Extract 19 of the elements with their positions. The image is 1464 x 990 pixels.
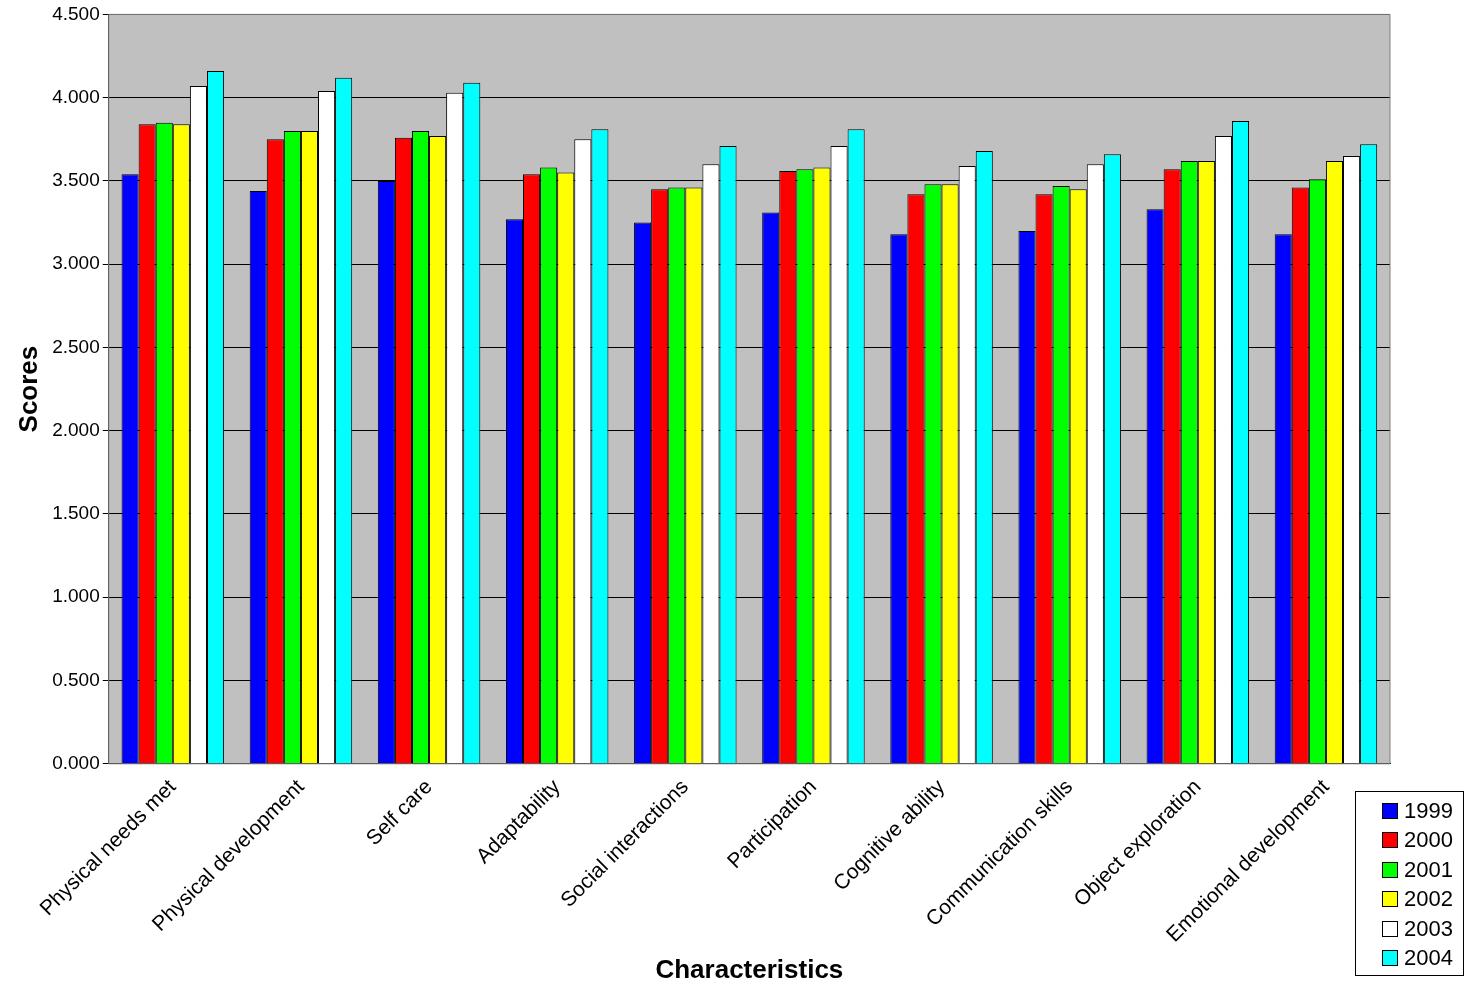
y-axis-title: Scores (12, 345, 43, 433)
legend-label: 2001 (1403, 855, 1453, 884)
y-tick-label: 4.500 (52, 2, 100, 24)
y-tick-label: 0.000 (52, 752, 100, 774)
x-tick-label: Self care (361, 774, 436, 850)
y-tick-label: 2.000 (52, 418, 100, 440)
y-tick-label: 3.000 (52, 252, 100, 274)
legend-label: 2002 (1403, 885, 1453, 914)
y-tick-label: 2.500 (52, 335, 100, 357)
legend-label: 1999 (1403, 796, 1453, 825)
legend-label: 2004 (1403, 944, 1453, 973)
y-tick-label: 4.000 (52, 85, 100, 107)
legend-label: 2000 (1403, 826, 1453, 855)
y-tick-label: 3.500 (52, 169, 100, 191)
y-tick-label: 1.000 (52, 585, 100, 607)
x-axis-title: Characteristics (655, 953, 844, 984)
y-tick-label: 0.500 (52, 668, 100, 690)
legend-label: 2003 (1403, 914, 1453, 943)
y-tick-label: 1.500 (52, 502, 100, 524)
